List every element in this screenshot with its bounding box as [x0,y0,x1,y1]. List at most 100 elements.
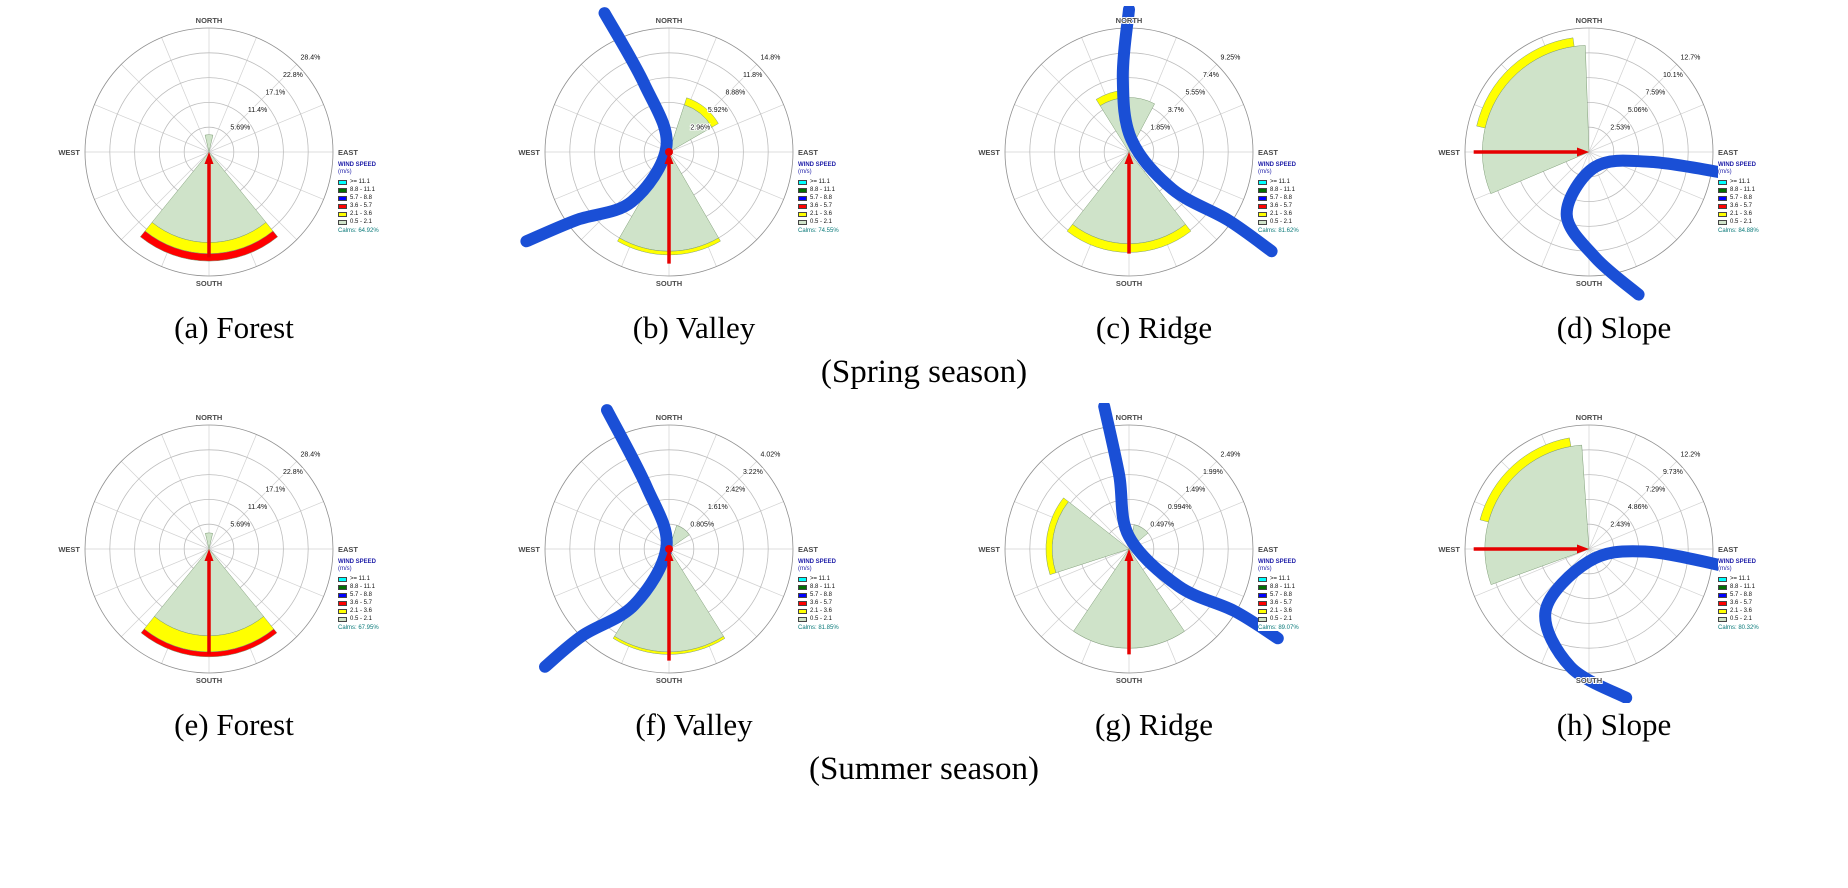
svg-text:8.88%: 8.88% [725,90,745,97]
svg-text:2.43%: 2.43% [1610,522,1630,529]
legend-bin-label: 3.6 - 5.7 [1730,203,1753,209]
legend-bin-row: 8.8 - 11.1 [1718,583,1804,591]
legend-units: (m/s) [1718,169,1732,175]
legend-bin-row: 5.7 - 8.8 [798,591,884,599]
rose-area-h: NORTH EAST SOUTH WEST 12.2% 9.73% 7.29% 4.86% 2.… [1424,403,1804,703]
legend-bin-label: >= 11.1 [810,179,830,185]
legend-swatch [798,219,807,225]
svg-text:7.4%: 7.4% [1203,72,1219,79]
legend-swatch [798,592,807,598]
legend-units: (m/s) [338,566,352,572]
svg-text:5.69%: 5.69% [230,125,250,132]
legend-units: (m/s) [338,169,352,175]
legend-swatch [798,195,807,201]
direction-labels: NORTH EAST SOUTH WEST [1437,412,1739,686]
svg-text:5.69%: 5.69% [230,522,250,529]
legend-title: WIND SPEED [798,559,837,565]
center-dot [665,148,673,156]
svg-text:NORTH: NORTH [656,16,683,25]
legend-bin-label: 8.8 - 11.1 [350,187,375,193]
legend-bin-label: 8.8 - 11.1 [1730,187,1755,193]
legend-swatch [338,616,347,622]
wind-speed-legend-e: WIND SPEED (m/s) >= 11.1 8.8 - 11.1 5.7 - 8.… [338,559,424,631]
svg-text:0.994%: 0.994% [1168,504,1192,511]
legend-swatch [1258,179,1267,185]
svg-text:28.4%: 28.4% [301,54,321,61]
legend-title: WIND SPEED [1718,162,1757,168]
svg-text:5.55%: 5.55% [1185,90,1205,97]
legend-bin-label: 8.8 - 11.1 [1270,187,1295,193]
svg-text:NORTH: NORTH [196,413,223,422]
direction-labels: NORTH EAST SOUTH WEST [57,412,359,686]
legend-calms: Calms: 80.32% [1718,625,1759,631]
svg-text:1.99%: 1.99% [1203,469,1223,476]
svg-text:28.4%: 28.4% [301,451,321,458]
legend-bin-label: >= 11.1 [350,179,370,185]
svg-text:9.25%: 9.25% [1221,54,1241,61]
legend-bin-label: 2.1 - 3.6 [810,608,833,614]
panel-caption-a: (a) Forest [174,310,294,345]
wind-rose-svg-b: NORTH EAST SOUTH WEST 14.8% 11.8% 8.88% 5.92% 2.… [517,7,819,289]
panel-caption-g: (g) Ridge [1095,707,1213,742]
legend-bin-row: >= 11.1 [1258,178,1344,186]
legend-bin-label: 5.7 - 8.8 [1730,195,1753,201]
legend-bin-label: 2.1 - 3.6 [1270,211,1293,217]
legend-bin-label: 2.1 - 3.6 [350,608,373,614]
legend-swatch [1718,195,1727,201]
svg-text:SOUTH: SOUTH [656,279,682,288]
legend-bin-row: 0.5 - 2.1 [798,218,884,226]
frequency-petals [1479,437,1590,585]
legend-calms: Calms: 84.88% [1718,228,1759,234]
direction-labels: NORTH EAST SOUTH WEST [517,412,819,686]
wind-rose-panel-a: NORTH EAST SOUTH WEST 28.4% 22.8% 17.1% 11.4% 5.… [6,6,462,346]
wind-speed-legend-h: WIND SPEED (m/s) >= 11.1 8.8 - 11.1 5.7 - 8.… [1718,559,1804,631]
ring-percentage-labels: 14.8% 11.8% 8.88% 5.92% 2.96% [689,53,781,132]
legend-swatch [798,576,807,582]
svg-text:SOUTH: SOUTH [1116,676,1142,685]
wind-rose-panel-g: NORTH EAST SOUTH WEST 2.49% 1.99% 1.49% 0.994% 0… [926,403,1382,743]
legend-bin-row: 8.8 - 11.1 [798,583,884,591]
ring-percentage-labels: 28.4% 22.8% 17.1% 11.4% 5.69% [229,53,321,132]
wind-rose-panel-b: NORTH EAST SOUTH WEST 14.8% 11.8% 8.88% 5.92% 2.… [466,6,922,346]
legend-swatch [1258,608,1267,614]
svg-text:2.96%: 2.96% [690,125,710,132]
river-overlay [1560,154,1738,301]
legend-bin-label: 0.5 - 2.1 [350,616,373,622]
legend-title: WIND SPEED [1258,162,1297,168]
center-dot [665,545,673,553]
legend-swatch [798,600,807,606]
wind-rose-panel-f: NORTH EAST SOUTH WEST 4.02% 3.22% 2.42% 1.61% 0.… [466,403,922,743]
legend-bin-row: 3.6 - 5.7 [1258,202,1344,210]
legend-swatch [338,219,347,225]
svg-text:WEST: WEST [518,545,540,554]
svg-text:22.8%: 22.8% [283,469,303,476]
rose-area-d: NORTH EAST SOUTH WEST 12.7% 10.1% 7.59% 5.06% 2.… [1424,6,1804,306]
svg-text:WEST: WEST [58,148,80,157]
svg-text:1.61%: 1.61% [708,504,728,511]
legend-calms: Calms: 67.95% [338,625,379,631]
river-overlay [1098,403,1284,645]
wind-rose-panel-d: NORTH EAST SOUTH WEST 12.7% 10.1% 7.59% 5.06% 2.… [1386,6,1842,346]
legend-swatch [1258,600,1267,606]
legend-bin-row: 3.6 - 5.7 [1718,202,1804,210]
wind-rose-svg-f: NORTH EAST SOUTH WEST 4.02% 3.22% 2.42% 1.61% 0.… [517,404,819,686]
wind-rose-svg-c: NORTH EAST SOUTH WEST 9.25% 7.4% 5.55% 3.7% 1.85… [977,6,1279,289]
svg-text:3.7%: 3.7% [1168,107,1184,114]
legend-bin-row: 2.1 - 3.6 [1258,210,1344,218]
river-overlay [1539,545,1738,703]
legend-bin-row: 2.1 - 3.6 [798,607,884,615]
legend-swatch [1258,203,1267,209]
legend-bin-row: 0.5 - 2.1 [1718,615,1804,623]
legend-swatch [1718,211,1727,217]
legend-bin-row: >= 11.1 [338,178,424,186]
legend-swatch [1718,576,1727,582]
svg-text:NORTH: NORTH [1576,16,1603,25]
legend-bin-row: 5.7 - 8.8 [1718,591,1804,599]
legend-bin-row: 8.8 - 11.1 [338,583,424,591]
panel-caption-b: (b) Valley [632,310,756,345]
legend-swatch [338,592,347,598]
legend-bin-label: 3.6 - 5.7 [1730,600,1753,606]
wind-rose-svg-a: NORTH EAST SOUTH WEST 28.4% 22.8% 17.1% 11.4% 5.… [57,15,359,289]
legend-bin-label: 3.6 - 5.7 [1270,203,1293,209]
legend-swatch [1718,584,1727,590]
